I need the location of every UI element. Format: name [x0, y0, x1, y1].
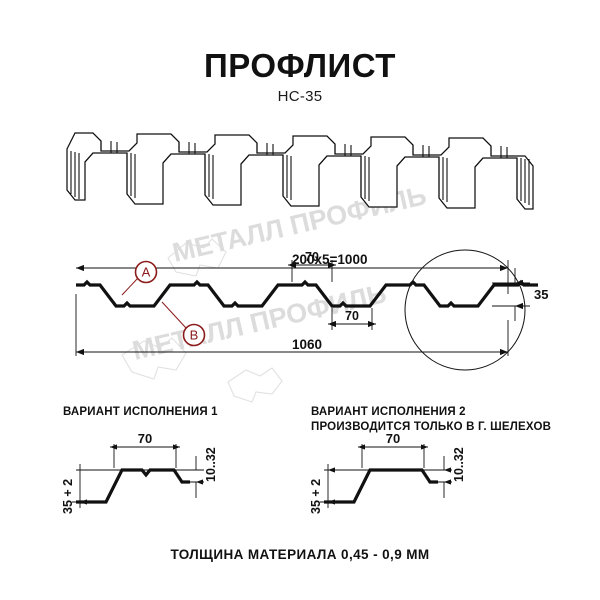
dim-total-top: 200x5=1000	[292, 252, 367, 267]
callout-a-label: A	[142, 265, 151, 280]
variant-2-title: ВАРИАНТ ИСПОЛНЕНИЯ 2	[311, 406, 466, 418]
callout-a: A	[121, 260, 158, 296]
variant-2-dim-flange: 10..32	[452, 447, 466, 482]
callout-b: B	[161, 301, 206, 347]
variant-1-dim-width: 70	[138, 431, 152, 446]
variant-2-profile-path	[324, 468, 438, 504]
dim-height: 35	[534, 287, 548, 302]
dim-pitch-top: 70	[305, 250, 319, 264]
variant-2-heading: ВАРИАНТ ИСПОЛНЕНИЯ 2 ПРОИЗВОДИТСЯ ТОЛЬКО…	[311, 405, 551, 435]
variant-2-drawing: 70 10..32 35 + 2	[310, 431, 466, 514]
dim-pitch-bottom: 70	[345, 309, 359, 323]
profile-cross-section-path	[76, 279, 538, 308]
variant-2-note: ПРОИЗВОДИТСЯ ТОЛЬКО В Г. ШЕЛЕХОВ	[311, 421, 552, 433]
variant-1-dim-flange: 10..32	[204, 447, 218, 482]
material-thickness-note: ТОЛЩИНА МАТЕРИАЛА 0,45 - 0,9 ММ	[170, 547, 430, 562]
page-subtitle: НС-35	[277, 88, 323, 105]
variant-2-dim-height: 35 + 2	[310, 479, 323, 514]
dim-total-bottom: 1060	[292, 337, 322, 352]
variant-1-profile-path	[76, 468, 190, 504]
variant-1-drawing: 70 10..32 35 + 2	[62, 431, 218, 514]
isometric-profile-view	[66, 132, 534, 210]
detail-magnifier-circle	[404, 249, 526, 371]
variant-1-dim-height: 35 + 2	[62, 479, 75, 514]
variant-1-title: ВАРИАНТ ИСПОЛНЕНИЯ 1	[63, 406, 218, 418]
page-title: ПРОФЛИСТ	[204, 47, 396, 84]
cross-section-drawing: A B 200x5=1000 1060 70 70 35	[75, 249, 548, 371]
variant-2-dim-width: 70	[386, 431, 400, 446]
variant-1-heading: ВАРИАНТ ИСПОЛНЕНИЯ 1	[63, 405, 218, 420]
callout-b-label: B	[190, 328, 199, 343]
